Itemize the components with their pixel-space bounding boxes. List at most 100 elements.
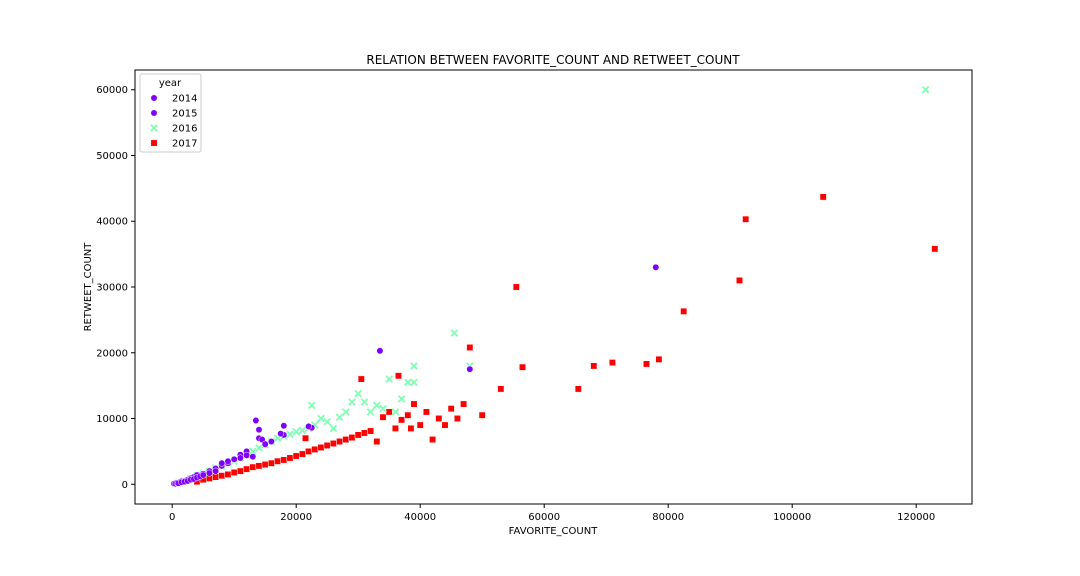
legend-marker-2015 [150, 109, 158, 117]
x-tick-label: 0 [169, 512, 175, 523]
series-2017 [193, 193, 939, 486]
data-point-2017 [224, 470, 232, 478]
data-point-2017 [218, 472, 226, 480]
data-point-2017 [348, 434, 356, 442]
data-point-2015 [230, 455, 238, 463]
data-point-2017 [212, 473, 220, 481]
data-point-2015 [255, 426, 263, 434]
data-point-2017 [512, 283, 520, 291]
data-point-2015 [199, 471, 207, 479]
data-point-2017 [441, 421, 449, 429]
x-tick-label: 120000 [897, 512, 935, 523]
data-point-2017 [311, 445, 319, 453]
data-point-2017 [298, 450, 306, 458]
data-point-2017 [342, 436, 350, 444]
data-point-2017 [416, 421, 424, 429]
data-point-2017 [519, 363, 526, 371]
data-point-2017 [367, 427, 375, 435]
data-point-2016 [307, 401, 316, 410]
data-point-2017 [407, 424, 415, 432]
data-point-2017 [497, 385, 505, 393]
x-axis-ticks: 0 20000 40000 60000 80000 100000 120000 [169, 504, 935, 523]
data-point-2015 [252, 417, 260, 424]
data-point-2017 [354, 431, 362, 439]
legend-label-2014: 2014 [172, 94, 197, 105]
data-point-2017 [655, 355, 663, 363]
data-point-2017 [379, 413, 387, 421]
data-point-2017 [267, 459, 275, 467]
data-point-2015 [205, 469, 213, 477]
y-tick-label: 10000 [96, 414, 128, 425]
legend-marker-2016 [150, 124, 158, 132]
x-tick-label: 40000 [404, 512, 436, 523]
data-point-2016 [248, 447, 257, 456]
data-point-2017 [261, 461, 269, 468]
data-point-2016 [410, 362, 418, 370]
data-point-2016 [286, 430, 294, 439]
data-point-2016 [329, 424, 338, 433]
data-point-2016 [403, 378, 412, 387]
data-point-2017 [360, 429, 368, 437]
data-point-2017 [453, 415, 461, 422]
data-point-2015 [652, 263, 660, 271]
data-point-2016 [397, 394, 406, 403]
x-tick-label: 20000 [280, 512, 312, 523]
x-tick-label: 60000 [528, 512, 560, 523]
data-point-2017 [317, 443, 325, 451]
data-point-2017 [236, 467, 244, 475]
y-tick-label: 0 [122, 480, 128, 491]
legend-label-2016: 2016 [172, 124, 197, 135]
data-point-2017 [373, 438, 381, 445]
data-point-2017 [429, 436, 437, 444]
data-point-2017 [931, 245, 939, 253]
y-tick-label: 60000 [96, 85, 128, 96]
data-point-2015 [224, 457, 232, 465]
y-tick-label: 30000 [96, 283, 128, 294]
data-point-2015 [236, 454, 244, 462]
data-point-2017 [255, 462, 263, 470]
data-point-2017 [478, 411, 486, 419]
legend: year 2014 2015 2016 2017 [139, 73, 202, 153]
series-2015 [171, 263, 660, 488]
y-tick-label: 20000 [96, 348, 128, 359]
data-point-2017 [404, 411, 412, 419]
series-2016 [174, 85, 930, 487]
data-point-2016 [323, 417, 332, 426]
data-point-2015 [243, 451, 251, 459]
legend-label-2017: 2017 [172, 139, 197, 150]
data-point-2015 [212, 467, 220, 475]
data-point-2017 [336, 438, 344, 445]
legend-marker-2017 [150, 139, 158, 147]
data-point-2015 [376, 347, 384, 355]
data-point-2015 [249, 453, 257, 461]
legend-marker-2014 [150, 94, 158, 102]
data-point-2016 [317, 414, 325, 423]
data-point-2014 [466, 365, 474, 373]
legend-entries: 2014 2015 2016 2017 [150, 94, 197, 150]
data-point-2017 [357, 375, 365, 383]
data-point-2017 [466, 344, 474, 351]
legend-box [139, 73, 202, 153]
data-point-2017 [249, 463, 257, 471]
data-point-2016 [391, 408, 400, 416]
y-axis-ticks: 0 10000 20000 30000 40000 50000 60000 [96, 85, 135, 491]
data-point-2017 [395, 372, 402, 380]
data-point-2016 [348, 398, 356, 406]
points-layer [170, 85, 939, 488]
data-point-2017 [329, 440, 337, 447]
data-point-2017 [680, 307, 688, 315]
data-point-2017 [274, 457, 282, 465]
data-point-2016 [450, 329, 459, 337]
data-point-2017 [447, 405, 455, 413]
data-point-2016 [298, 426, 307, 435]
data-point-2017 [323, 442, 331, 449]
data-point-2016 [292, 427, 301, 436]
data-point-2017 [608, 359, 616, 367]
data-point-2017 [385, 408, 393, 416]
data-point-2017 [574, 385, 582, 393]
data-point-2017 [398, 416, 406, 424]
data-point-2017 [643, 360, 650, 368]
y-tick-label: 50000 [96, 151, 128, 162]
data-point-2016 [921, 85, 930, 94]
data-point-2014 [267, 438, 275, 445]
